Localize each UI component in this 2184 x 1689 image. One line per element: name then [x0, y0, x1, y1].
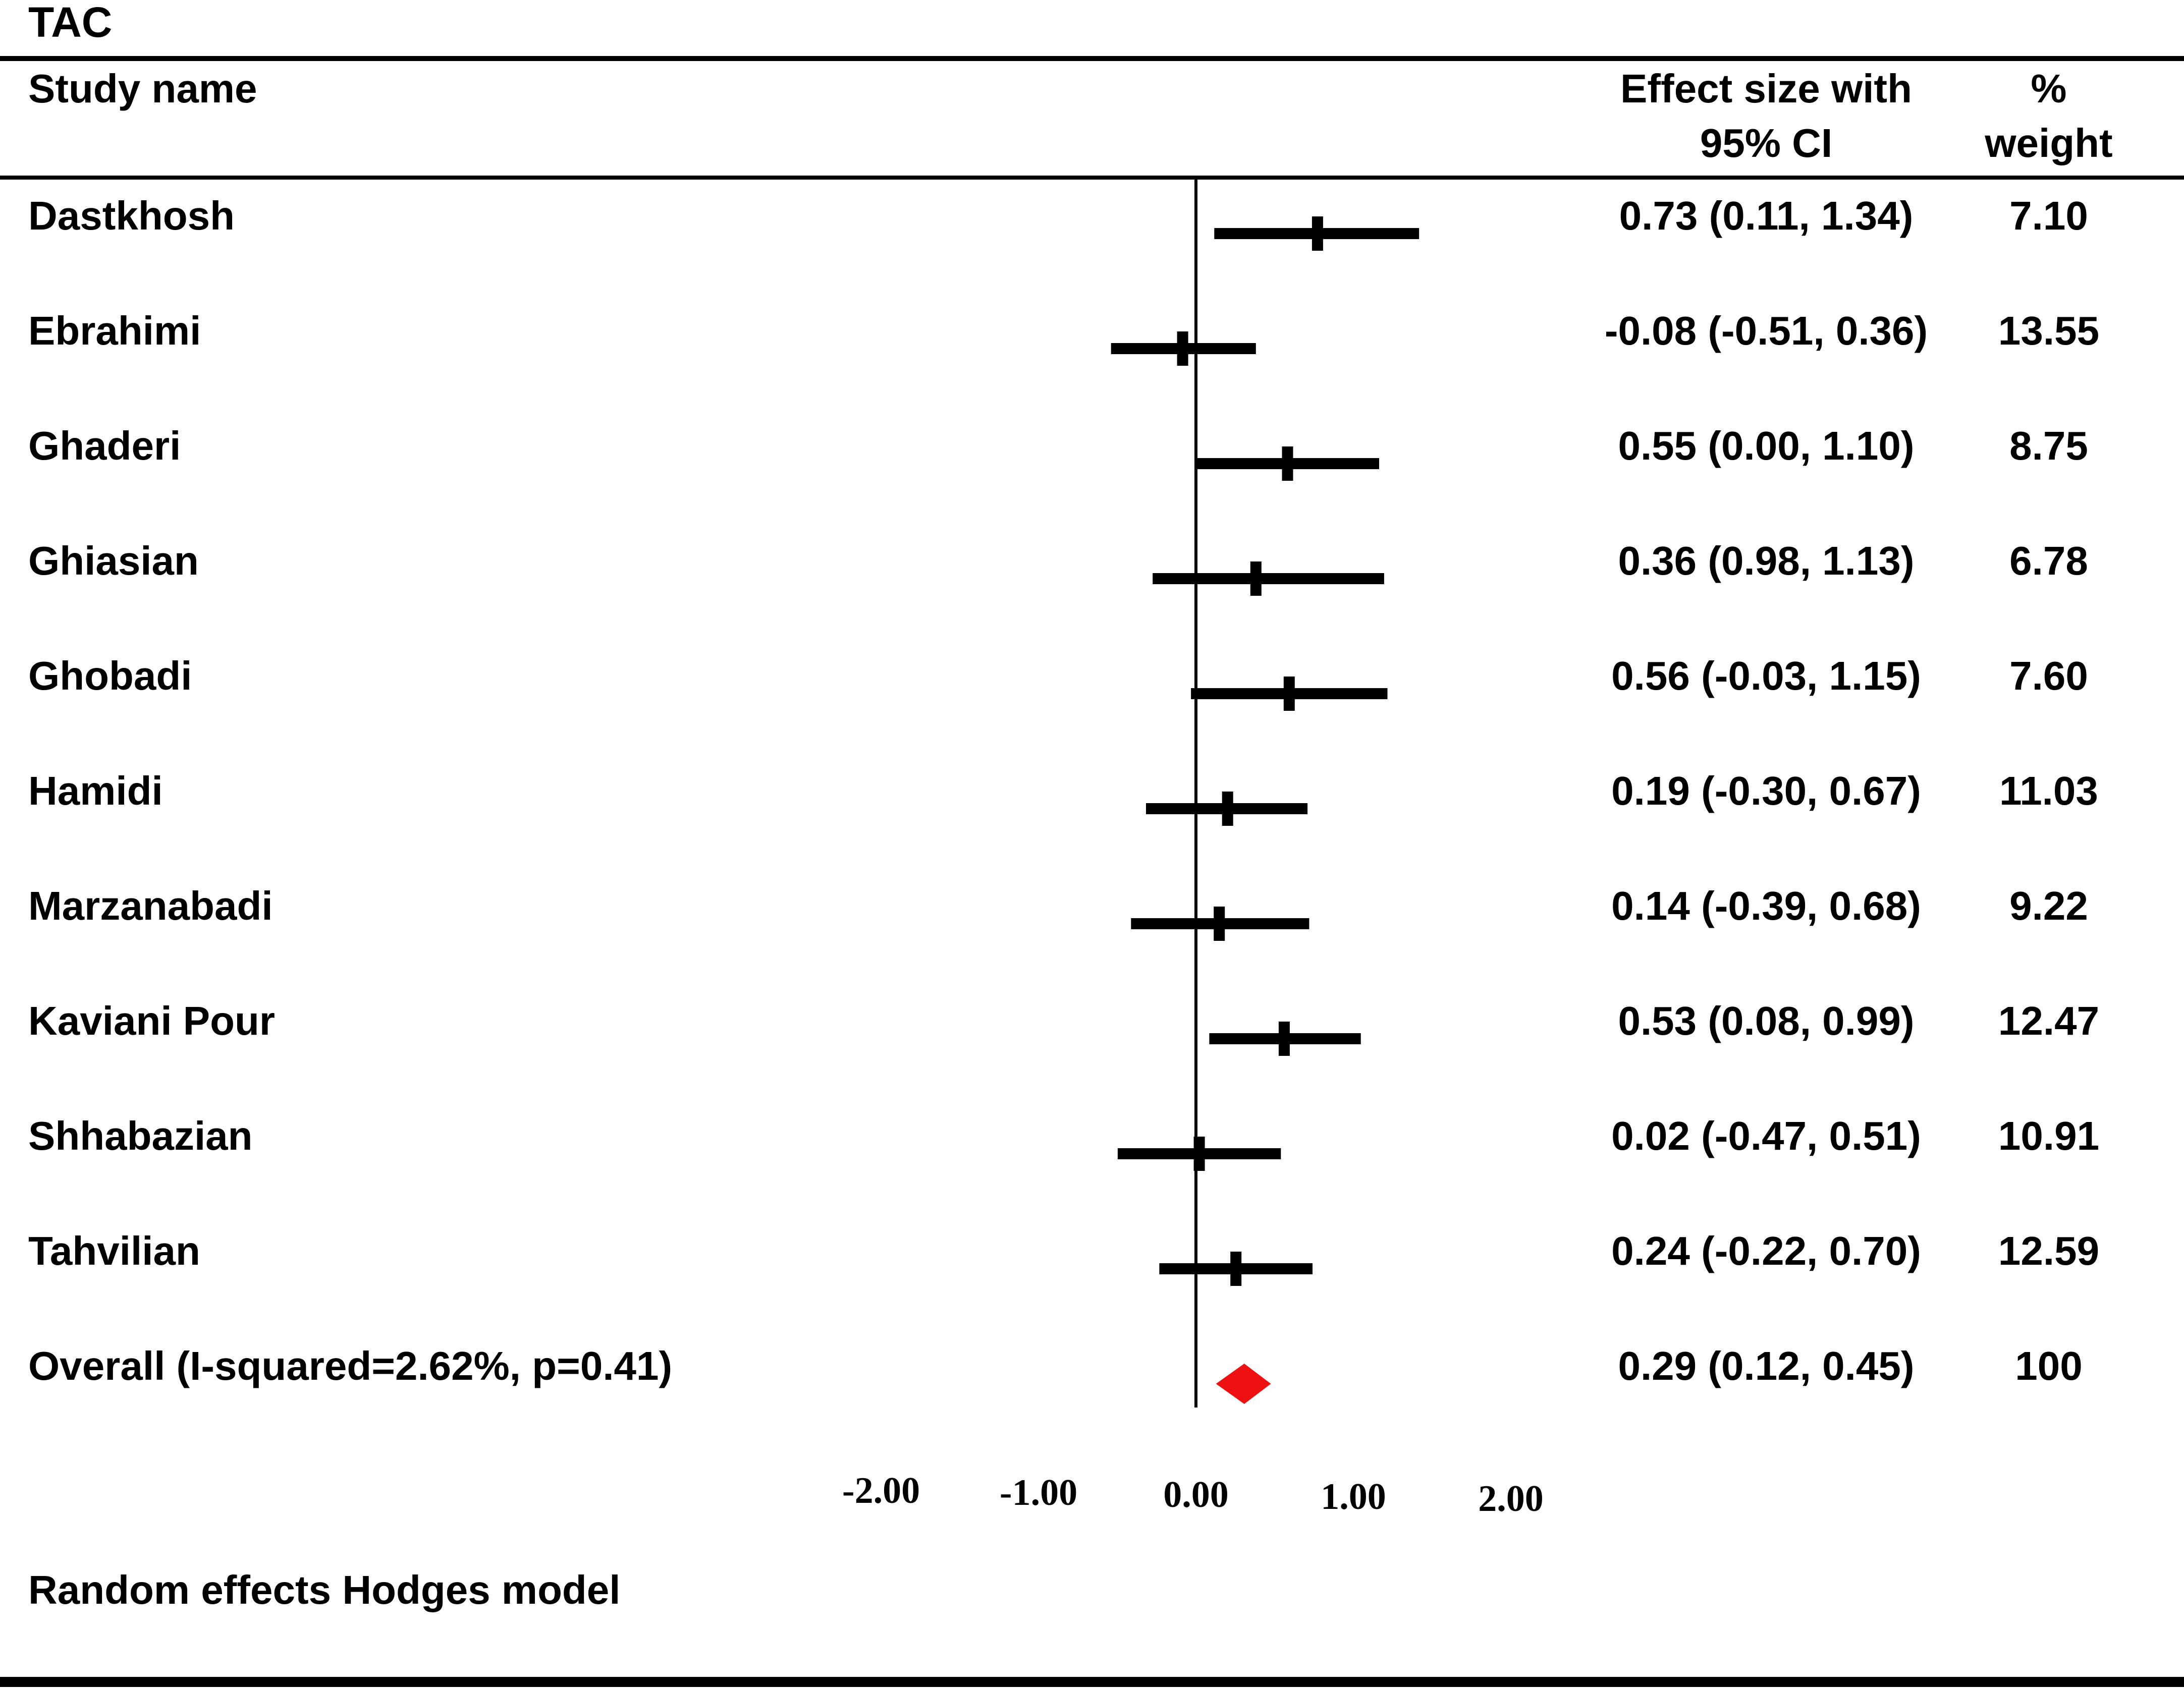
study-weight: 12.59: [1998, 1228, 2100, 1273]
study-weight: 13.55: [1998, 308, 2100, 353]
study-weight: 8.75: [2009, 423, 2088, 468]
study-ci: 0.14 (-0.39, 0.68): [1611, 883, 1921, 928]
header-weight: % weight: [1978, 62, 2119, 171]
overall-diamond: [1216, 1364, 1271, 1404]
effect-marker: [1222, 792, 1233, 826]
effect-marker: [1278, 1022, 1290, 1056]
study-name: Ghobadi: [28, 653, 192, 698]
study-ci: -0.08 (-0.51, 0.36): [1604, 308, 1928, 353]
study-name: Hamidi: [28, 768, 163, 813]
effect-marker: [1312, 216, 1323, 251]
study-name: Ebrahimi: [28, 308, 201, 353]
effect-marker: [1177, 331, 1188, 366]
study-name: Shhabazian: [28, 1113, 253, 1158]
x-tick-label: 1.00: [1321, 1476, 1386, 1517]
effect-marker: [1250, 561, 1262, 596]
effect-marker: [1282, 446, 1293, 481]
study-name: Tahvilian: [28, 1228, 200, 1273]
study-ci: 0.19 (-0.30, 0.67): [1611, 768, 1921, 813]
header-effect-line1: Effect size with: [1620, 66, 1912, 111]
header-effect-size: Effect size with 95% CI: [1590, 62, 1943, 171]
study-weight: 7.10: [2009, 193, 2088, 238]
study-name: Kaviani Pour: [28, 998, 276, 1043]
study-weight: 7.60: [2009, 653, 2088, 698]
study-ci: 0.02 (-0.47, 0.51): [1611, 1113, 1921, 1158]
header-rule: [0, 176, 2184, 180]
header-study-name: Study name: [28, 66, 257, 111]
study-ci: 0.36 (0.98, 1.13): [1618, 538, 1915, 583]
study-ci: 0.56 (-0.03, 1.15): [1611, 653, 1921, 698]
study-name: Ghaderi: [28, 423, 181, 468]
overall-label: Overall (I-squared=2.62%, p=0.41): [28, 1343, 673, 1388]
study-name: Ghiasian: [28, 538, 199, 583]
study-name: Marzanabadi: [28, 883, 273, 928]
effect-marker: [1283, 677, 1295, 711]
study-name: Dastkhosh: [28, 193, 235, 238]
footnote: Random effects Hodges model: [28, 1567, 621, 1612]
x-tick-label: 2.00: [1478, 1478, 1544, 1519]
study-ci: 0.55 (0.00, 1.10): [1618, 423, 1915, 468]
header-effect-line2: 95% CI: [1700, 121, 1833, 165]
header-weight-line1: %: [2031, 66, 2067, 111]
x-tick-label: -2.00: [842, 1470, 920, 1511]
effect-marker: [1214, 907, 1225, 941]
study-ci: 0.24 (-0.22, 0.70): [1611, 1228, 1921, 1273]
study-weight: 11.03: [1999, 768, 2098, 813]
study-ci: 0.73 (0.11, 1.34): [1619, 193, 1914, 238]
overall-weight: 100: [2015, 1343, 2083, 1388]
x-tick-label: 0.00: [1163, 1474, 1229, 1515]
x-tick-label: -1.00: [999, 1472, 1078, 1513]
bottom-rule: [0, 1677, 2184, 1687]
effect-marker: [1230, 1252, 1242, 1286]
chart-title: TAC: [28, 0, 113, 46]
study-weight: 6.78: [2009, 538, 2088, 583]
overall-ci: 0.29 (0.12, 0.45): [1618, 1343, 1915, 1388]
top-rule: [0, 56, 2184, 61]
study-weight: 9.22: [2009, 883, 2088, 928]
header-weight-line2: weight: [1985, 121, 2113, 165]
study-weight: 12.47: [1998, 998, 2100, 1043]
study-ci: 0.53 (0.08, 0.99): [1618, 998, 1915, 1043]
study-weight: 10.91: [1998, 1113, 2100, 1158]
